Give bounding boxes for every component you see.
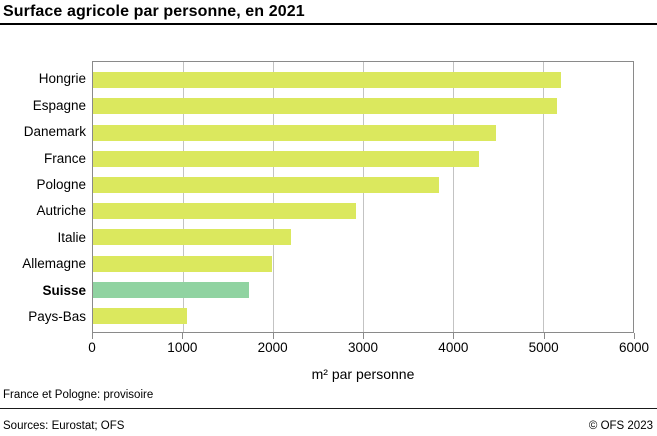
bar-row-pays-bas bbox=[93, 303, 633, 329]
bar-row-autriche bbox=[93, 198, 633, 224]
bar-row-france bbox=[93, 146, 633, 172]
y-axis-label-allemagne: Allemagne bbox=[22, 256, 86, 272]
gridline-3000 bbox=[363, 62, 364, 332]
bar-pays-bas bbox=[93, 307, 187, 324]
x-tick-mark-3000 bbox=[363, 333, 364, 339]
y-axis-label-espagne: Espagne bbox=[32, 97, 86, 113]
x-tick-label-3000: 3000 bbox=[347, 340, 379, 355]
bar-suisse bbox=[93, 281, 249, 298]
x-tick-label-6000: 6000 bbox=[618, 340, 650, 355]
x-tick-mark-5000 bbox=[543, 333, 545, 339]
y-axis-label-italie: Italie bbox=[57, 229, 86, 245]
y-axis-label-hongrie: Hongrie bbox=[38, 71, 86, 87]
bar-danemark bbox=[93, 124, 497, 141]
bar-row-pologne bbox=[93, 172, 633, 198]
x-tick-label-1000: 1000 bbox=[167, 340, 198, 355]
chart-title: Surface agricole par personne, en 2021 bbox=[3, 3, 305, 20]
copyright-text: © OFS 2023 bbox=[588, 420, 653, 432]
x-tick-mark-4000 bbox=[453, 333, 455, 339]
gridline-5000 bbox=[543, 62, 544, 332]
bar-row-italie bbox=[93, 224, 633, 250]
gridline-4000 bbox=[453, 62, 454, 332]
title-divider bbox=[0, 23, 657, 25]
bar-row-suisse bbox=[93, 277, 633, 303]
x-tick-mark-0 bbox=[92, 333, 93, 339]
bar-france bbox=[93, 150, 480, 167]
footer-divider bbox=[0, 408, 657, 409]
x-tick-mark-1000 bbox=[182, 333, 184, 339]
source-text: Sources: Eurostat; OFS bbox=[3, 420, 125, 432]
x-tick-mark-2000 bbox=[272, 333, 274, 339]
y-axis-label-pologne: Pologne bbox=[36, 177, 86, 193]
gridline-1000 bbox=[183, 62, 184, 332]
bar-autriche bbox=[93, 203, 356, 220]
bar-rows bbox=[93, 62, 633, 332]
y-axis-label-autriche: Autriche bbox=[36, 203, 86, 219]
x-tick-label-5000: 5000 bbox=[528, 340, 559, 355]
bar-row-danemark bbox=[93, 119, 633, 145]
bar-espagne bbox=[93, 98, 557, 115]
y-axis-label-danemark: Danemark bbox=[23, 124, 86, 140]
y-axis-labels: Hongrie Espagne Danemark France Pologne Autri… bbox=[0, 61, 86, 333]
bar-row-espagne bbox=[93, 93, 633, 119]
bar-hongrie bbox=[93, 72, 561, 89]
bar-row-allemagne bbox=[93, 250, 633, 276]
plot-area bbox=[92, 61, 634, 333]
bar-row-hongrie bbox=[93, 67, 633, 93]
bar-pologne bbox=[93, 176, 439, 193]
y-axis-label-suisse: Suisse bbox=[42, 282, 86, 298]
x-tick-label-0: 0 bbox=[88, 340, 96, 355]
y-axis-label-france: France bbox=[43, 150, 86, 166]
x-tick-label-4000: 4000 bbox=[438, 340, 469, 355]
footnote: France et Pologne: provisoire bbox=[3, 389, 154, 401]
y-axis-label-pays-bas: Pays-Bas bbox=[28, 309, 86, 325]
x-tick-label-2000: 2000 bbox=[257, 340, 288, 355]
x-axis-title: m² par personne bbox=[311, 366, 415, 382]
bar-allemagne bbox=[93, 255, 273, 272]
bar-italie bbox=[93, 229, 291, 246]
gridline-2000 bbox=[273, 62, 274, 332]
x-tick-mark-6000 bbox=[634, 333, 635, 339]
